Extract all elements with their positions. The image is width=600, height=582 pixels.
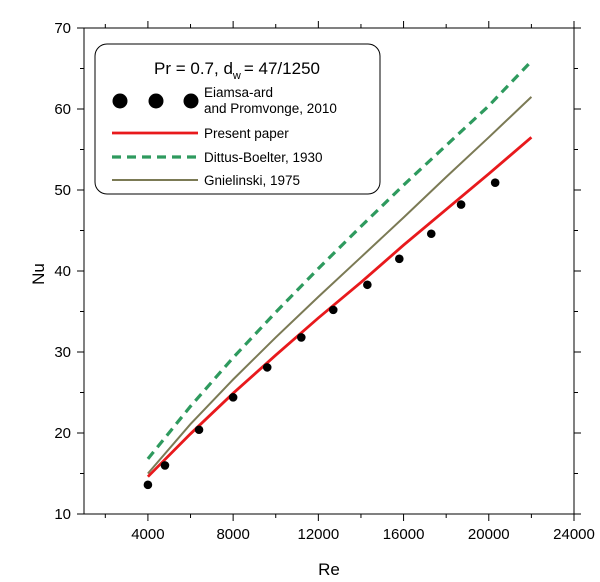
data-point-eiamsa-ard-and-promvonge-2010: [426, 229, 436, 239]
y-tick-label: 60: [54, 101, 71, 118]
series-line-present-paper: [146, 136, 533, 478]
legend-label-eiamsa-ard-and-promvonge-2010: Eiamsa-ard: [204, 85, 273, 100]
data-point-eiamsa-ard-and-promvonge-2010: [490, 178, 500, 188]
data-point-eiamsa-ard-and-promvonge-2010: [160, 461, 170, 470]
y-tick-label: 10: [54, 506, 71, 523]
data-point-eiamsa-ard-and-promvonge-2010: [395, 254, 404, 264]
data-point-eiamsa-ard-and-promvonge-2010: [228, 393, 238, 402]
axes-layer: 4000 8000 12000 16000 20000 24000 10 20 30 40 50 60…: [54, 20, 595, 543]
y-tick-label: 30: [54, 344, 71, 361]
y-tick-label: 50: [54, 182, 71, 199]
data-point-eiamsa-ard-and-promvonge-2010: [456, 200, 466, 209]
legend-title: Pr = 0.7, dw = 47/1250: [154, 59, 320, 82]
x-tick-label: 8000: [216, 526, 249, 543]
x-tick-label: 20000: [468, 526, 510, 543]
legend-marker-eiamsa-ard-and-promvonge-2010: [148, 93, 164, 109]
series-line-dittus-boelter-1930: [146, 60, 533, 460]
data-point-eiamsa-ard-and-promvonge-2010: [328, 305, 338, 315]
data-point-eiamsa-ard-and-promvonge-2010: [194, 425, 204, 435]
series-line-gnielinski-1975: [147, 96, 533, 475]
legend-label-present-paper: Present paper: [204, 126, 289, 141]
series-layer: [143, 60, 533, 490]
y-axis-label: Nu: [29, 263, 48, 285]
x-tick-label: 12000: [297, 526, 339, 543]
legend-title-sub: w: [232, 70, 241, 82]
legend-marker-eiamsa-ard-and-promvonge-2010: [183, 93, 199, 109]
x-tick-label: 16000: [383, 526, 425, 543]
legend-label-dittus-boelter-1930: Dittus-Boelter, 1930: [204, 150, 323, 165]
y-tick-label: 20: [54, 425, 71, 442]
data-point-eiamsa-ard-and-promvonge-2010: [297, 333, 306, 342]
x-axis-label: Re: [318, 560, 340, 577]
legend-title-main: Pr = 0.7, d: [154, 59, 233, 78]
data-point-eiamsa-ard-and-promvonge-2010: [143, 480, 153, 490]
legend-label-eiamsa-ard-and-promvonge-2010: and Promvonge, 2010: [204, 101, 337, 116]
y-tick-label: 70: [54, 20, 71, 37]
legend-title-tail: = 47/1250: [244, 59, 320, 78]
data-point-eiamsa-ard-and-promvonge-2010: [262, 363, 272, 372]
legend-marker-eiamsa-ard-and-promvonge-2010: [112, 93, 128, 109]
legend-box: [94, 43, 381, 195]
x-tick-label: 24000: [553, 526, 595, 543]
y-tick-label: 40: [54, 263, 71, 280]
data-point-eiamsa-ard-and-promvonge-2010: [363, 280, 372, 290]
x-tick-label: 4000: [131, 526, 164, 543]
legend-label-gnielinski-1975: Gnielinski, 1975: [204, 173, 300, 188]
